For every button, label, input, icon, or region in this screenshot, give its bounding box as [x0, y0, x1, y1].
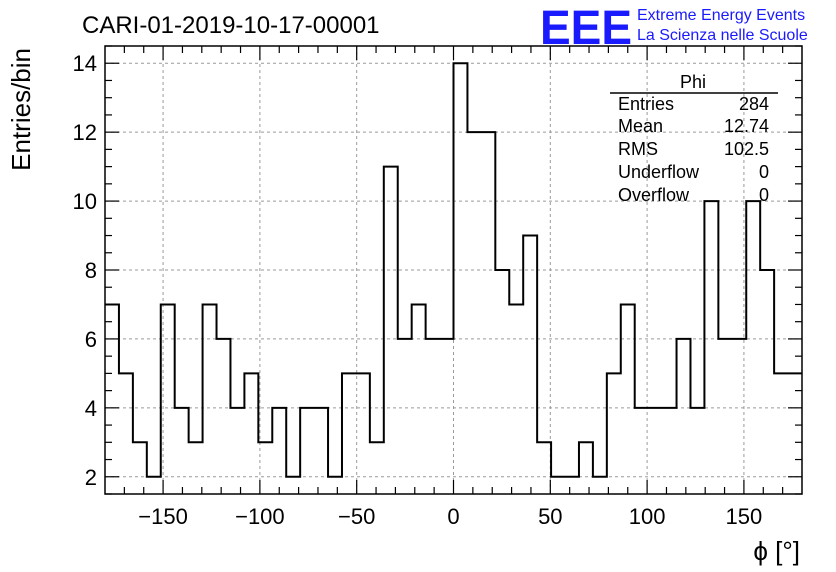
histogram-bin	[314, 408, 328, 494]
histogram-bars	[105, 62, 802, 494]
histogram-bin	[440, 339, 454, 494]
histogram-bin	[649, 408, 663, 494]
stats-box: Phi Entries 284 Mean 12.74 RMS 102.5 Und…	[610, 72, 778, 205]
y-tick-label: 12	[73, 120, 97, 145]
stats-label-underflow: Underflow	[618, 162, 700, 182]
histogram-bin	[244, 373, 258, 494]
histogram-bin	[119, 373, 133, 494]
histogram-bin	[426, 339, 440, 494]
histogram-bin	[746, 201, 760, 494]
histogram-bin	[328, 477, 342, 494]
histogram-bin	[412, 304, 426, 494]
logo-line-2: La Scienza nelle Scuole	[637, 27, 808, 44]
histogram-bin	[217, 339, 231, 494]
logo-line-1: Extreme Energy Events	[637, 7, 805, 24]
histogram-bin	[774, 373, 788, 494]
eee-logo: EEE Extreme Energy Events La Scienza nel…	[540, 2, 808, 55]
y-tick-label: 6	[85, 327, 97, 352]
y-tick-label: 10	[73, 189, 97, 214]
stats-label-overflow: Overflow	[618, 185, 690, 205]
histogram-bin	[663, 408, 677, 494]
stats-label-entries: Entries	[618, 94, 674, 114]
histogram-bin	[356, 373, 370, 494]
histogram-bin	[760, 270, 774, 494]
x-axis-label: ϕ [°]	[753, 536, 800, 566]
histogram-bin	[203, 304, 217, 494]
histogram-bin	[467, 132, 481, 494]
stats-value-rms: 102.5	[724, 139, 769, 159]
histogram-bin	[509, 304, 523, 494]
histogram-bin	[105, 304, 119, 494]
logo-acronym: EEE	[540, 2, 632, 55]
axis-ticks	[105, 45, 802, 495]
stats-value-mean: 12.74	[724, 116, 769, 136]
histogram-bin	[593, 477, 607, 494]
x-tick-label: 100	[629, 504, 666, 529]
histogram-bin	[579, 442, 593, 494]
histogram-bin	[621, 304, 635, 494]
x-tick-label: 150	[726, 504, 763, 529]
histogram-bin	[147, 477, 161, 494]
x-tick-label: 50	[538, 504, 562, 529]
chart-title: CARI-01-2019-10-17-00001	[82, 12, 380, 39]
stats-label-rms: RMS	[618, 139, 658, 159]
histogram-bin	[788, 373, 802, 494]
y-tick-label: 14	[73, 51, 97, 76]
histogram-bin	[690, 408, 704, 494]
histogram-bin	[704, 201, 718, 494]
x-tick-label: −150	[138, 504, 188, 529]
x-tick-label: −50	[338, 504, 375, 529]
stats-label-mean: Mean	[618, 116, 663, 136]
stats-value-entries: 284	[739, 94, 769, 114]
histogram-bin	[175, 408, 189, 494]
histogram-bin	[342, 373, 356, 494]
histogram-bin	[565, 477, 579, 494]
tick-labels: −150 −100 −50 0 50 100 150 2 4 6 8 10 12 14	[73, 51, 763, 529]
histogram-bin	[732, 339, 746, 494]
histogram-bin	[398, 339, 412, 494]
histogram-bin	[300, 408, 314, 494]
histogram-bin	[607, 373, 621, 494]
histogram-bin	[718, 339, 732, 494]
stats-value-underflow: 0	[759, 162, 769, 182]
histogram-bin	[370, 442, 384, 494]
stats-value-overflow: 0	[759, 185, 769, 205]
histogram-bin	[495, 270, 509, 494]
histogram-bin	[133, 442, 147, 494]
histogram-bin	[677, 339, 691, 494]
histogram-bin	[189, 442, 203, 494]
histogram-bin	[523, 236, 537, 494]
y-tick-label: 8	[85, 258, 97, 283]
histogram-bin	[481, 132, 495, 494]
histogram-bin	[230, 408, 244, 494]
y-axis-label: Entries/bin	[6, 48, 36, 171]
stats-box-title: Phi	[680, 72, 706, 92]
histogram-outline	[105, 62, 802, 478]
histogram-bin	[537, 442, 551, 494]
histogram-bin	[272, 408, 286, 494]
x-tick-label: −100	[235, 504, 285, 529]
x-tick-label: 0	[447, 504, 459, 529]
y-tick-label: 2	[85, 465, 97, 490]
histogram-bin	[454, 63, 468, 494]
histogram-bin	[551, 477, 565, 494]
histogram-bin	[384, 167, 398, 494]
y-tick-label: 4	[85, 396, 97, 421]
histogram-bin	[161, 304, 175, 494]
